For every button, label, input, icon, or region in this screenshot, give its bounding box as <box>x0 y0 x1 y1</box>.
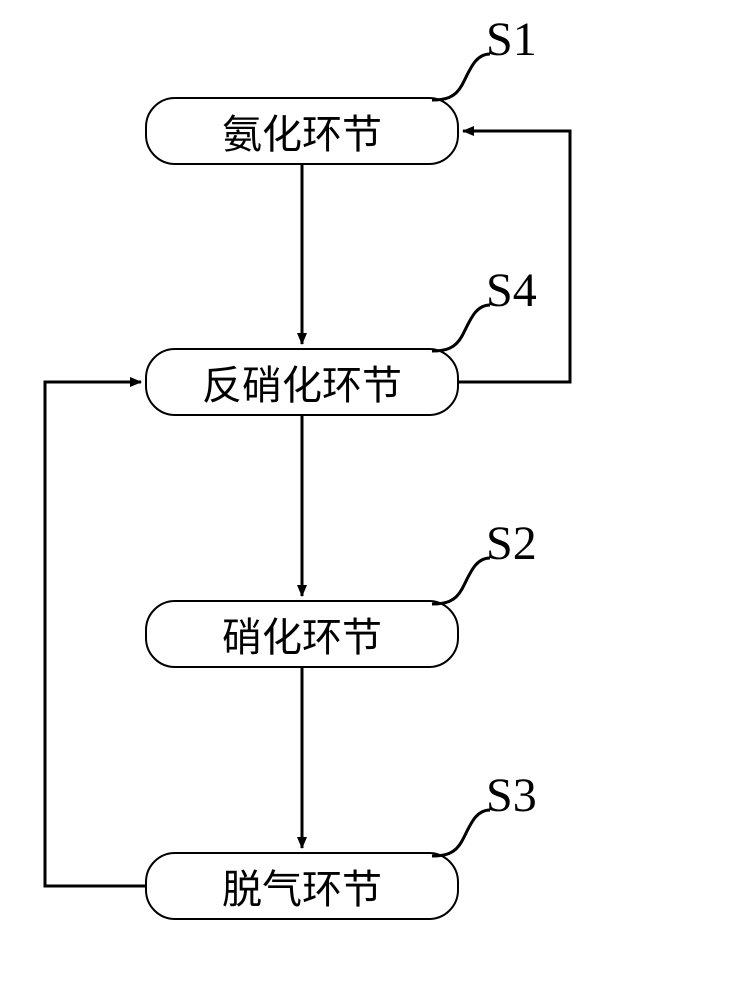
label-s3-text: S3 <box>486 769 537 822</box>
squiggle-s1 <box>432 54 490 100</box>
squiggle-s2 <box>432 558 490 604</box>
node-s4: 反硝化环节 <box>145 348 459 416</box>
node-s3-text: 脱气环节 <box>222 857 382 915</box>
node-s2: 硝化环节 <box>145 600 459 668</box>
flowchart-canvas: 氨化环节 反硝化环节 硝化环节 脱气环节 S1 S4 S2 S3 <box>0 0 731 1000</box>
edge-s4-s1-loop <box>459 131 570 382</box>
label-s2-text: S2 <box>486 517 537 570</box>
squiggle-s4 <box>432 305 490 351</box>
label-s3: S3 <box>486 768 537 823</box>
label-s2: S2 <box>486 516 537 571</box>
edge-s3-s4-loop <box>45 382 145 886</box>
node-s3: 脱气环节 <box>145 852 459 920</box>
squiggle-s3 <box>432 810 490 856</box>
node-s4-text: 反硝化环节 <box>202 353 402 411</box>
label-s4: S4 <box>486 263 537 318</box>
label-s4-text: S4 <box>486 264 537 317</box>
label-s1-text: S1 <box>486 13 537 66</box>
label-s1: S1 <box>486 12 537 67</box>
node-s1: 氨化环节 <box>145 97 459 165</box>
node-s2-text: 硝化环节 <box>222 605 382 663</box>
node-s1-text: 氨化环节 <box>222 102 382 160</box>
